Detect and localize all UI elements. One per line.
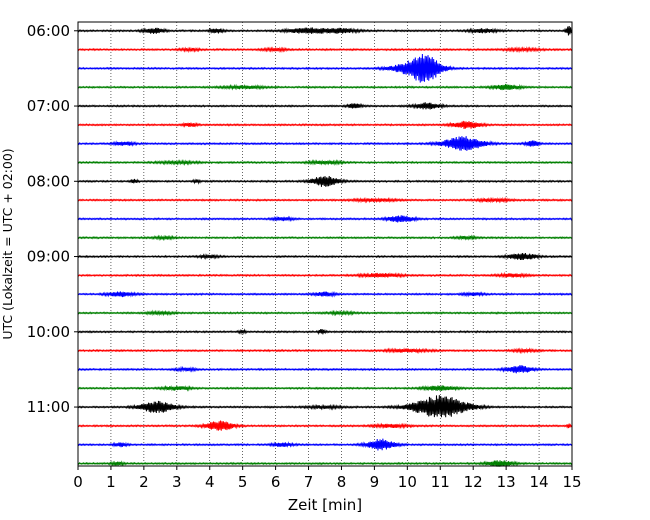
x-tick-label: 7	[304, 473, 314, 491]
trace-0700	[77, 102, 573, 110]
trace-0730	[77, 136, 573, 151]
y-tick-label: 11:00	[27, 398, 70, 416]
x-tick-label: 4	[205, 473, 215, 491]
trace-1100	[77, 395, 573, 418]
x-axis-ticks: 0 1 2 3 4 5 6 7 8 9 10 11 12 13 14 15	[73, 466, 582, 491]
x-tick-label: 2	[139, 473, 149, 491]
trace-0800	[77, 176, 573, 187]
trace-0945	[77, 309, 573, 317]
y-tick-label: 09:00	[27, 248, 70, 266]
grid-lines	[110, 22, 540, 466]
x-tick-label: 11	[431, 473, 450, 491]
trace-1145	[77, 460, 573, 467]
trace-0615	[77, 46, 573, 54]
x-tick-label: 12	[464, 473, 483, 491]
y-tick-label: 06:00	[27, 22, 70, 40]
y-axis-label: UTC (Lokalzeit = UTC + 02:00)	[0, 148, 15, 339]
trace-0600	[77, 26, 573, 36]
x-tick-label: 15	[562, 473, 581, 491]
trace-0845	[77, 234, 573, 242]
x-tick-label: 1	[106, 473, 116, 491]
trace-0815	[77, 196, 573, 204]
x-tick-label: 8	[337, 473, 347, 491]
x-tick-label: 3	[172, 473, 182, 491]
x-tick-label: 9	[370, 473, 380, 491]
trace-0745	[77, 159, 573, 167]
trace-0930	[77, 290, 573, 298]
trace-group	[77, 26, 573, 467]
x-tick-label: 14	[530, 473, 549, 491]
x-tick-label: 13	[497, 473, 516, 491]
x-tick-label: 6	[271, 473, 281, 491]
y-tick-label: 07:00	[27, 97, 70, 115]
trace-1015	[77, 347, 573, 355]
trace-0645	[77, 83, 573, 91]
y-tick-label: 08:00	[27, 172, 70, 190]
trace-1130	[77, 438, 573, 451]
x-tick-label: 5	[238, 473, 248, 491]
y-tick-label: 10:00	[27, 323, 70, 341]
x-tick-label: 0	[73, 473, 83, 491]
trace-1000	[77, 328, 573, 336]
trace-0915	[77, 271, 573, 279]
trace-0830	[77, 215, 573, 223]
x-tick-label: 10	[398, 473, 417, 491]
y-axis-ticks: 06:00 07:00 08:00 09:00 10:00 11:00	[27, 22, 78, 416]
trace-1030	[77, 365, 573, 374]
trace-0715	[77, 120, 573, 130]
trace-0630	[77, 54, 573, 83]
trace-1115	[77, 420, 573, 431]
x-axis-label: Zeit [min]	[288, 496, 362, 514]
plot-frame	[77, 21, 573, 467]
trace-1045	[77, 384, 573, 392]
trace-0900	[77, 253, 573, 261]
